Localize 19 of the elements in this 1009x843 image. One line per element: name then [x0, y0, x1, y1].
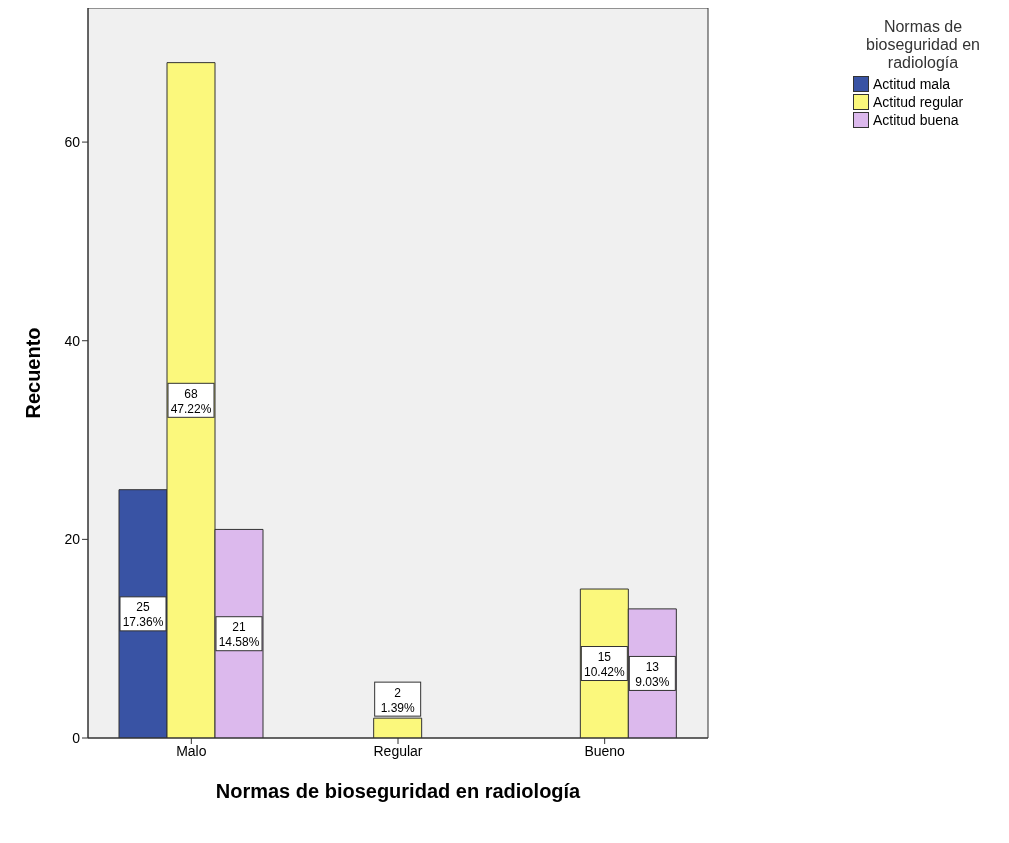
legend-label: Actitud buena: [873, 112, 959, 128]
data-label: 25 17.36%: [122, 600, 164, 630]
x-tick-label: Malo: [176, 742, 207, 759]
legend-label: Actitud regular: [873, 94, 964, 110]
x-axis-title: Normas de bioseguridad en radiología: [215, 780, 582, 802]
y-tick-label: 20: [64, 531, 81, 548]
data-label: 2 1.39%: [380, 685, 416, 715]
y-axis-title: Recuento: [22, 327, 45, 419]
legend-title: Normas de bioseguridad en radiología: [865, 18, 981, 72]
data-label: 68 47.22%: [170, 386, 212, 416]
y-tick-label: 60: [64, 134, 81, 151]
x-tick-label: Regular: [373, 742, 423, 759]
data-label: 13 9.03%: [635, 659, 670, 689]
data-label: 21 14.58%: [218, 620, 260, 650]
x-tick-label: Bueno: [584, 742, 626, 759]
y-tick-label: 0: [72, 729, 81, 746]
y-tick-label: 40: [64, 332, 81, 349]
legend-label: Actitud mala: [873, 76, 951, 92]
data-label: 15 10.42%: [583, 650, 626, 680]
